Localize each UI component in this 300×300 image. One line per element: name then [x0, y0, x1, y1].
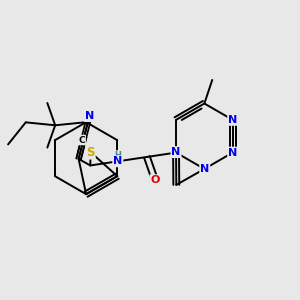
Text: N: N — [200, 164, 209, 174]
Text: N: N — [171, 147, 181, 157]
Text: N: N — [85, 111, 94, 121]
Text: C: C — [79, 136, 85, 145]
Text: S: S — [86, 146, 95, 159]
Text: N: N — [228, 115, 237, 125]
Text: N: N — [113, 156, 122, 166]
Text: O: O — [150, 175, 160, 185]
Text: H: H — [114, 151, 121, 160]
Text: N: N — [228, 148, 237, 158]
